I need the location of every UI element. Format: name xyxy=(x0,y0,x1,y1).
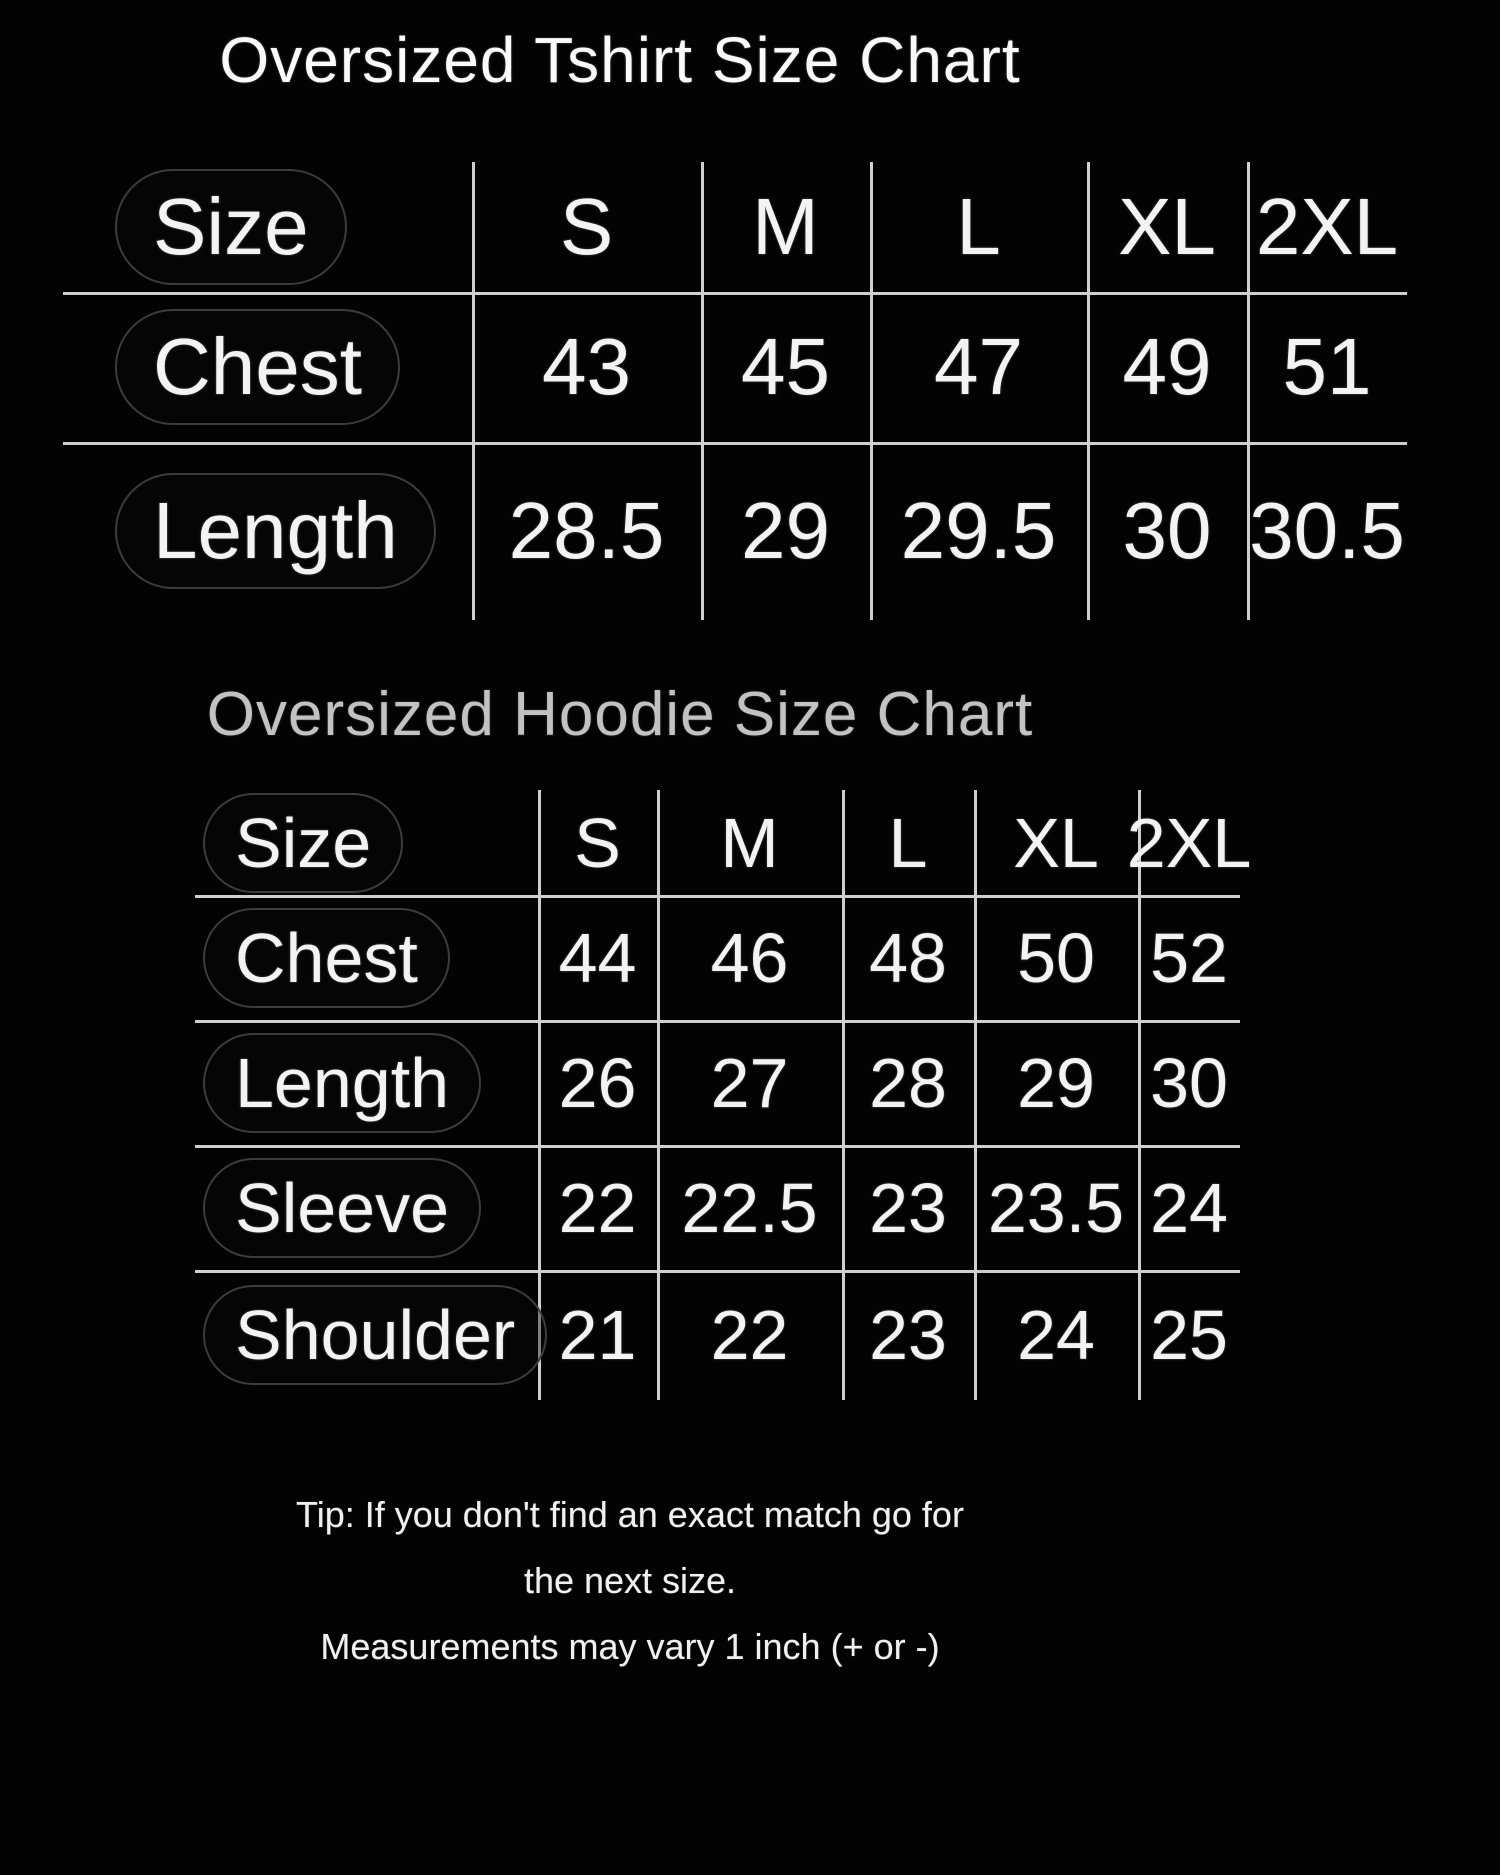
hoodie-sleeve-label-cell: Sleeve xyxy=(195,1145,546,1270)
hoodie-chest-xl: 50 xyxy=(1017,918,1095,997)
tshirt-column-header-s: S xyxy=(559,182,614,271)
tshirt-length-2xl: 30.5 xyxy=(1249,486,1405,575)
hoodie-column-header-s: S xyxy=(574,803,621,882)
tshirt-size-table: Size S M L XL 2XL Chest 43 45 47 49 51 L… xyxy=(63,162,1407,620)
table-divider-vertical xyxy=(974,790,977,1400)
hoodie-shoulder-l: 23 xyxy=(869,1296,947,1374)
table-divider-vertical xyxy=(842,790,845,1400)
table-divider-vertical xyxy=(1247,162,1250,620)
hoodie-shoulder-s: 21 xyxy=(558,1296,637,1374)
tshirt-chart-title: Oversized Tshirt Size Chart xyxy=(219,24,1021,96)
tshirt-chest-l: 47 xyxy=(934,322,1023,411)
hoodie-size-table: Size S M L XL 2XL Chest 44 46 48 50 52 L… xyxy=(195,790,1252,1400)
hoodie-length-m: 27 xyxy=(710,1043,789,1122)
tshirt-length-label-cell: Length xyxy=(63,442,524,620)
hoodie-length-s: 26 xyxy=(558,1043,637,1122)
tshirt-length-l: 29.5 xyxy=(900,486,1057,575)
tshirt-header-label-cell: Size xyxy=(63,162,524,292)
row-label-pill-size: Size xyxy=(115,169,347,285)
hoodie-length-label-cell: Length xyxy=(195,1020,546,1145)
tip-line-3: Measurements may vary 1 inch (+ or -) xyxy=(320,1626,940,1667)
row-label-pill-length: Length xyxy=(203,1032,482,1133)
tshirt-chest-2xl: 51 xyxy=(1282,322,1372,411)
tshirt-column-header-2xl: 2XL xyxy=(1255,182,1399,271)
table-divider-vertical xyxy=(701,162,704,620)
hoodie-sleeve-m: 22.5 xyxy=(681,1168,818,1247)
hoodie-length-xl: 29 xyxy=(1017,1043,1095,1122)
table-divider-vertical xyxy=(538,790,541,1400)
tshirt-chest-xl: 49 xyxy=(1122,322,1212,411)
tshirt-chest-m: 45 xyxy=(741,322,830,411)
tip-line-2: the next size. xyxy=(523,1560,737,1601)
tshirt-chest-label-cell: Chest xyxy=(63,292,524,442)
hoodie-sleeve-xl: 23.5 xyxy=(987,1168,1125,1247)
table-divider-vertical xyxy=(1087,162,1090,620)
hoodie-column-header-m: M xyxy=(720,803,779,882)
tshirt-column-header-m: M xyxy=(752,182,819,271)
hoodie-shoulder-m: 22 xyxy=(710,1296,789,1374)
hoodie-chest-label-cell: Chest xyxy=(195,895,546,1020)
hoodie-chest-2xl: 52 xyxy=(1150,918,1228,997)
row-label-pill-chest: Chest xyxy=(115,309,400,425)
hoodie-column-header-l: L xyxy=(888,803,928,882)
hoodie-sleeve-l: 23 xyxy=(869,1168,947,1247)
hoodie-shoulder-2xl: 25 xyxy=(1150,1296,1228,1374)
tip-line-1: Tip: If you don't find an exact match go… xyxy=(296,1494,964,1535)
hoodie-chest-l: 48 xyxy=(869,918,947,997)
tshirt-length-xl: 30 xyxy=(1122,486,1212,575)
hoodie-shoulder-label-cell: Shoulder xyxy=(195,1270,548,1400)
row-label-pill-shoulder: Shoulder xyxy=(203,1285,548,1385)
tshirt-column-header-l: L xyxy=(956,182,1001,271)
tshirt-chest-s: 43 xyxy=(542,322,631,411)
table-divider-horizontal xyxy=(195,1020,1240,1023)
hoodie-shoulder-xl: 24 xyxy=(1017,1296,1095,1374)
table-divider-vertical xyxy=(870,162,873,620)
row-label-pill-length: Length xyxy=(115,473,436,589)
table-divider-horizontal xyxy=(195,1270,1240,1273)
tshirt-length-s: 28.5 xyxy=(508,486,665,575)
table-divider-horizontal xyxy=(195,895,1240,898)
tip-text: Tip: If you don't find an exact match go… xyxy=(0,1482,1260,1680)
row-label-pill-size: Size xyxy=(203,792,404,893)
hoodie-sleeve-2xl: 24 xyxy=(1150,1168,1228,1247)
table-divider-horizontal xyxy=(63,442,1407,445)
hoodie-sleeve-s: 22 xyxy=(558,1168,637,1247)
hoodie-header-label-cell: Size xyxy=(195,790,546,895)
hoodie-column-header-2xl: 2XL xyxy=(1126,803,1252,882)
hoodie-length-l: 28 xyxy=(869,1043,947,1122)
table-divider-vertical xyxy=(657,790,660,1400)
tshirt-length-m: 29 xyxy=(741,486,830,575)
hoodie-chest-m: 46 xyxy=(710,918,789,997)
table-divider-vertical xyxy=(1138,790,1141,1400)
hoodie-chest-s: 44 xyxy=(558,918,637,997)
hoodie-chart-title: Oversized Hoodie Size Chart xyxy=(206,680,1034,749)
row-label-pill-chest: Chest xyxy=(203,907,450,1008)
hoodie-column-header-xl: XL xyxy=(1013,803,1099,882)
table-divider-vertical xyxy=(472,162,475,620)
tshirt-column-header-xl: XL xyxy=(1118,182,1216,271)
table-divider-horizontal xyxy=(195,1145,1240,1148)
row-label-pill-sleeve: Sleeve xyxy=(203,1157,482,1258)
hoodie-length-2xl: 30 xyxy=(1150,1043,1228,1122)
table-divider-horizontal xyxy=(63,292,1407,295)
